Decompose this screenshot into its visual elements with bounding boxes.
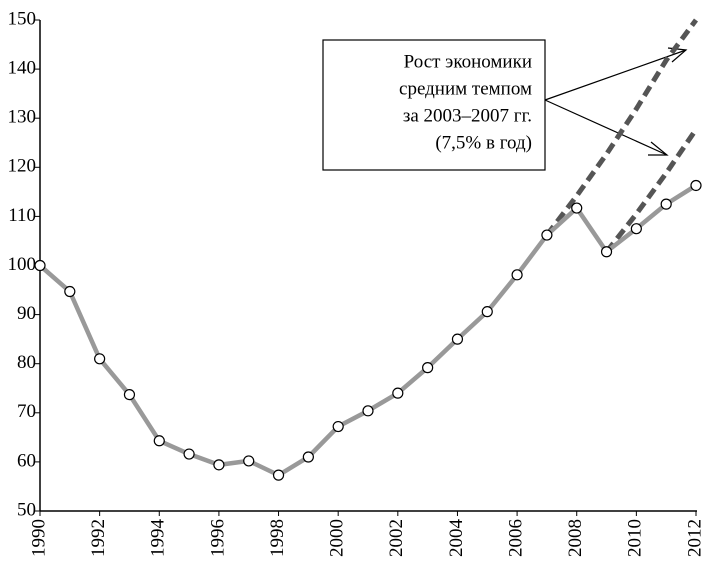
- x-tick-label: 2002: [386, 519, 407, 557]
- x-tick-label: 2012: [684, 519, 705, 557]
- marker: [600, 246, 613, 258]
- y-tick-label: 100: [8, 254, 37, 275]
- marker: [511, 269, 523, 281]
- y-tick-label: 120: [8, 156, 37, 177]
- marker: [362, 405, 374, 417]
- marker: [571, 202, 583, 214]
- annotation-text: за 2003–2007 гг.: [403, 105, 532, 126]
- x-tick-label: 1996: [207, 519, 228, 557]
- marker: [541, 229, 553, 241]
- x-tick-label: 1998: [267, 519, 288, 557]
- marker: [272, 469, 285, 481]
- marker: [630, 223, 642, 235]
- marker: [451, 333, 464, 345]
- y-tick-label: 110: [8, 205, 36, 226]
- marker: [153, 435, 165, 447]
- annotation-text: (7,5% в год): [435, 132, 532, 153]
- marker: [392, 387, 404, 399]
- y-tick-label: 140: [8, 57, 37, 78]
- x-tick-label: 2006: [505, 519, 526, 557]
- annotation-text: средним темпом: [399, 78, 532, 99]
- x-tick-label: 1992: [88, 519, 109, 557]
- marker: [243, 455, 255, 467]
- marker: [690, 179, 702, 192]
- x-tick-label: 2000: [327, 519, 348, 557]
- annotation-text: Рост экономики: [404, 51, 532, 72]
- projection-line: [544, 18, 699, 237]
- annotation-box: [322, 39, 546, 171]
- marker: [94, 353, 106, 365]
- x-tick-label: 2004: [446, 519, 467, 558]
- data-line: [38, 183, 698, 478]
- y-tick-label: 150: [8, 8, 37, 29]
- y-tick-label: 80: [17, 352, 36, 373]
- marker: [332, 420, 344, 433]
- x-tick-label: 1990: [28, 519, 49, 557]
- y-tick-label: 70: [17, 401, 36, 422]
- x-tick-label: 1994: [148, 519, 169, 558]
- marker: [183, 448, 195, 460]
- marker: [213, 459, 225, 471]
- y-tick-label: 130: [8, 107, 37, 128]
- annotation-arrows: [544, 47, 688, 156]
- y-tick-label: 90: [17, 303, 36, 324]
- marker: [34, 259, 46, 272]
- marker: [302, 451, 314, 463]
- y-tick-label: 50: [17, 499, 36, 520]
- marker: [422, 362, 434, 374]
- projection-line: [604, 128, 699, 254]
- marker: [123, 389, 136, 401]
- x-tick-label: 2010: [625, 519, 646, 557]
- x-tick-label: 2008: [565, 519, 586, 557]
- y-tick-label: 60: [17, 450, 36, 471]
- marker: [64, 285, 76, 298]
- marker: [481, 306, 493, 318]
- marker: [660, 198, 672, 210]
